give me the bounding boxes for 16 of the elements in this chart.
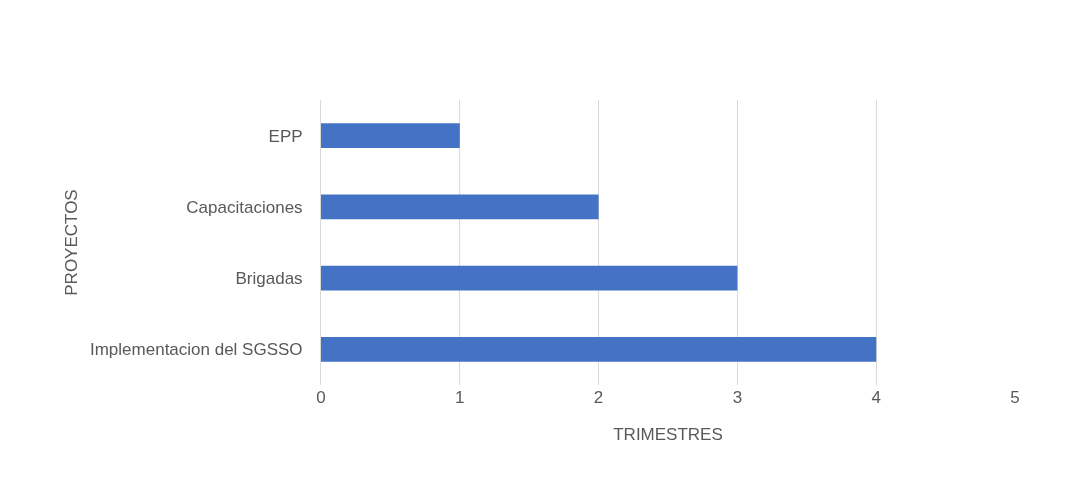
- y-tick-label: EPP: [268, 126, 303, 146]
- bar: [321, 336, 877, 362]
- bar: [321, 123, 460, 149]
- x-tick-label: 3: [732, 388, 743, 407]
- y-tick-label: Implementacion del SGSSO: [89, 340, 303, 360]
- bar: [321, 265, 738, 291]
- x-tick-label: 4: [871, 388, 881, 407]
- y-axis-title: PROYECTOS: [61, 189, 81, 296]
- x-tick-label: 1: [455, 388, 465, 407]
- x-tick-label: 2: [593, 388, 604, 407]
- x-tick-label: 5: [1010, 388, 1020, 407]
- y-tick-label: Brigadas: [235, 269, 303, 289]
- x-axis-title: TRIMESTRES: [613, 425, 723, 445]
- x-tick-label: 0: [316, 388, 326, 407]
- y-tick-label: Capacitaciones: [186, 197, 303, 217]
- bar: [321, 194, 599, 220]
